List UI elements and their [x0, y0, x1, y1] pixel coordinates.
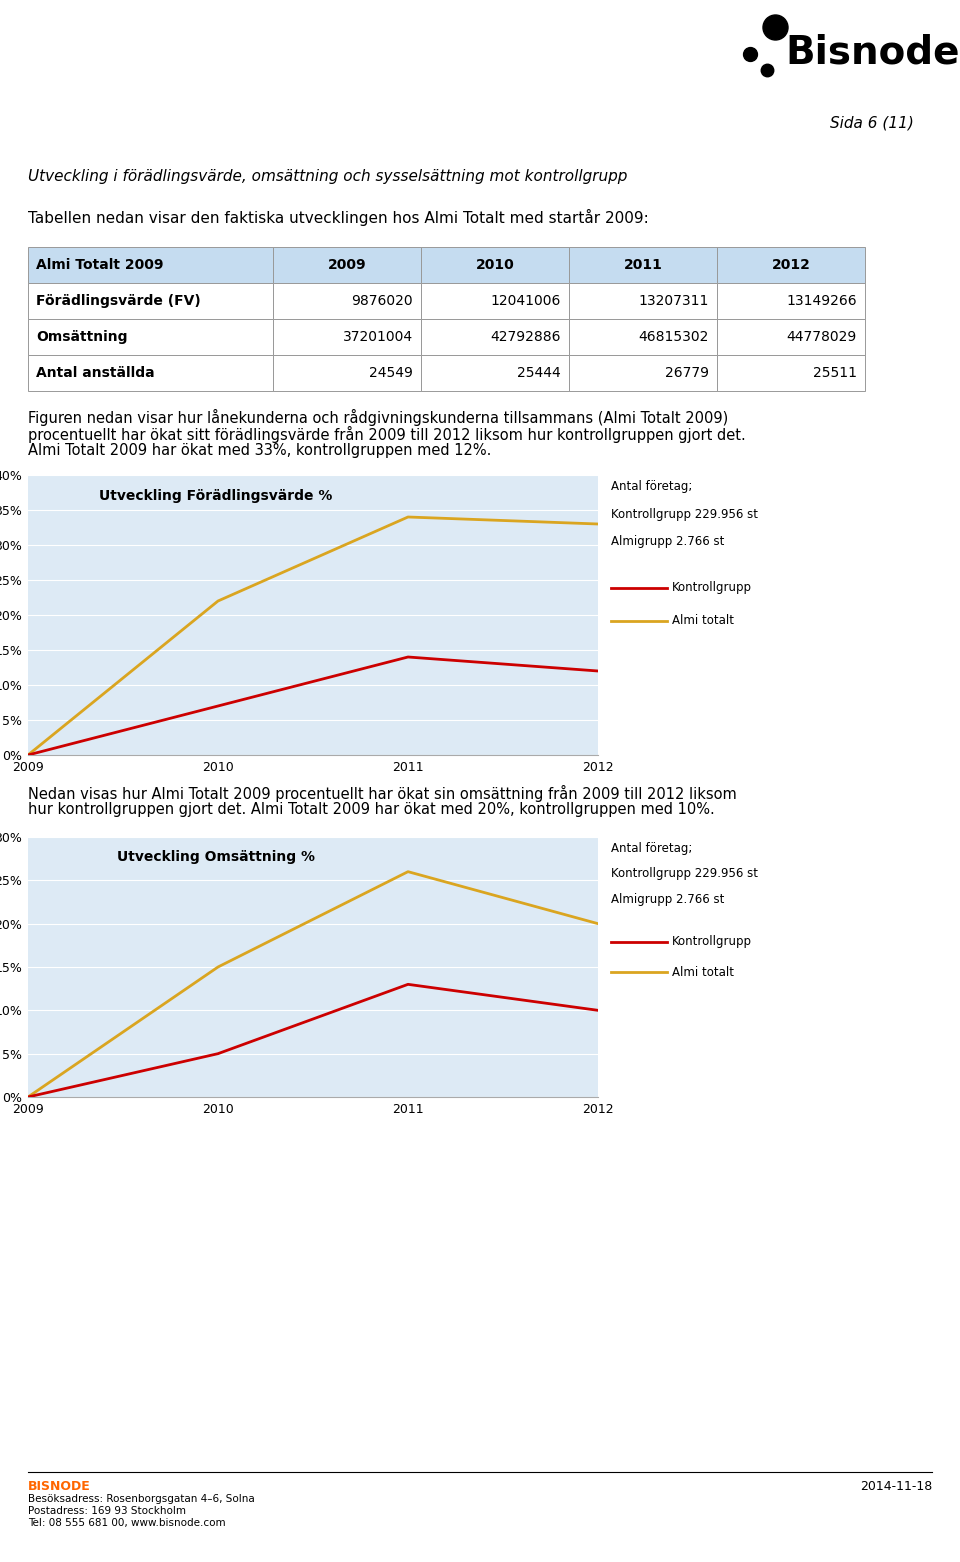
Bar: [421, 319, 569, 355]
Bar: [28, 319, 273, 355]
Text: Almi Totalt 2009: Almi Totalt 2009: [36, 258, 163, 272]
Text: 25511: 25511: [813, 366, 857, 380]
Text: Almi Totalt 2009 har ökat med 33%, kontrollgruppen med 12%.: Almi Totalt 2009 har ökat med 33%, kontr…: [28, 444, 492, 458]
Bar: [717, 319, 865, 355]
Bar: [717, 355, 865, 390]
Text: Kontrollgrupp: Kontrollgrupp: [672, 581, 753, 594]
Bar: [28, 247, 273, 283]
Text: 13207311: 13207311: [638, 294, 709, 308]
Text: Almigrupp 2.766 st: Almigrupp 2.766 st: [612, 536, 725, 548]
Text: BISNODE: BISNODE: [28, 1481, 91, 1493]
Text: Bisnode: Bisnode: [785, 33, 959, 70]
Bar: [28, 283, 273, 319]
Text: Besöksadress: Rosenborgsgatan 4–6, Solna: Besöksadress: Rosenborgsgatan 4–6, Solna: [28, 1493, 254, 1504]
Text: 46815302: 46815302: [638, 330, 709, 344]
Text: Sida 6 (11): Sida 6 (11): [830, 116, 914, 130]
Text: Antal anställda: Antal anställda: [36, 366, 155, 380]
Text: procentuellt har ökat sitt förädlingsvärde från 2009 till 2012 liksom hur kontro: procentuellt har ökat sitt förädlingsvär…: [28, 426, 746, 444]
Text: 13149266: 13149266: [786, 294, 857, 308]
Text: 37201004: 37201004: [343, 330, 413, 344]
Text: 9876020: 9876020: [351, 294, 413, 308]
Bar: [717, 283, 865, 319]
Text: Almi totalt: Almi totalt: [672, 614, 734, 626]
Bar: [717, 247, 865, 283]
Text: Utveckling i förädlingsvärde, omsättning och sysselsättning mot kontrollgrupp: Utveckling i förädlingsvärde, omsättning…: [28, 169, 628, 184]
Text: Kontrollgrupp: Kontrollgrupp: [672, 936, 753, 948]
Text: hur kontrollgruppen gjort det. Almi Totalt 2009 har ökat med 20%, kontrollgruppe: hur kontrollgruppen gjort det. Almi Tota…: [28, 801, 715, 817]
Text: Almi totalt: Almi totalt: [672, 965, 734, 979]
Text: Antal företag;: Antal företag;: [612, 842, 693, 854]
Text: Omsättning: Omsättning: [36, 330, 128, 344]
Text: 2009: 2009: [327, 258, 367, 272]
Text: 2011: 2011: [624, 258, 662, 272]
Bar: [569, 319, 717, 355]
Text: Kontrollgrupp 229.956 st: Kontrollgrupp 229.956 st: [612, 867, 758, 881]
Text: 42792886: 42792886: [491, 330, 561, 344]
Text: Utveckling Förädlingsvärde %: Utveckling Förädlingsvärde %: [100, 489, 333, 503]
Bar: [273, 283, 421, 319]
Text: Figuren nedan visar hur lånekunderna och rådgivningskunderna tillsammans (Almi T: Figuren nedan visar hur lånekunderna och…: [28, 409, 729, 426]
Text: 2010: 2010: [475, 258, 515, 272]
Text: Tel: 08 555 681 00, www.bisnode.com: Tel: 08 555 681 00, www.bisnode.com: [28, 1518, 226, 1528]
Text: Kontrollgrupp 229.956 st: Kontrollgrupp 229.956 st: [612, 508, 758, 520]
Text: Nedan visas hur Almi Totalt 2009 procentuellt har ökat sin omsättning från 2009 : Nedan visas hur Almi Totalt 2009 procent…: [28, 786, 736, 801]
Text: 2012: 2012: [772, 258, 810, 272]
Bar: [569, 283, 717, 319]
Bar: [273, 319, 421, 355]
Bar: [273, 247, 421, 283]
Text: 24549: 24549: [370, 366, 413, 380]
Text: Tabellen nedan visar den faktiska utvecklingen hos Almi Totalt med startår 2009:: Tabellen nedan visar den faktiska utveck…: [28, 209, 649, 226]
Text: Förädlingsvärde (FV): Förädlingsvärde (FV): [36, 294, 201, 308]
Text: Utveckling Omsättning %: Utveckling Omsättning %: [117, 850, 315, 864]
Bar: [28, 355, 273, 390]
Bar: [273, 355, 421, 390]
Text: Almigrupp 2.766 st: Almigrupp 2.766 st: [612, 893, 725, 906]
Bar: [569, 247, 717, 283]
Text: Antal företag;: Antal företag;: [612, 481, 693, 494]
Bar: [569, 355, 717, 390]
Text: Postadress: 169 93 Stockholm: Postadress: 169 93 Stockholm: [28, 1506, 186, 1517]
Text: 26779: 26779: [665, 366, 709, 380]
Text: 2014-11-18: 2014-11-18: [860, 1481, 932, 1493]
Text: 25444: 25444: [517, 366, 561, 380]
Text: 44778029: 44778029: [787, 330, 857, 344]
Bar: [421, 247, 569, 283]
Bar: [421, 283, 569, 319]
Text: 12041006: 12041006: [491, 294, 561, 308]
Bar: [421, 355, 569, 390]
